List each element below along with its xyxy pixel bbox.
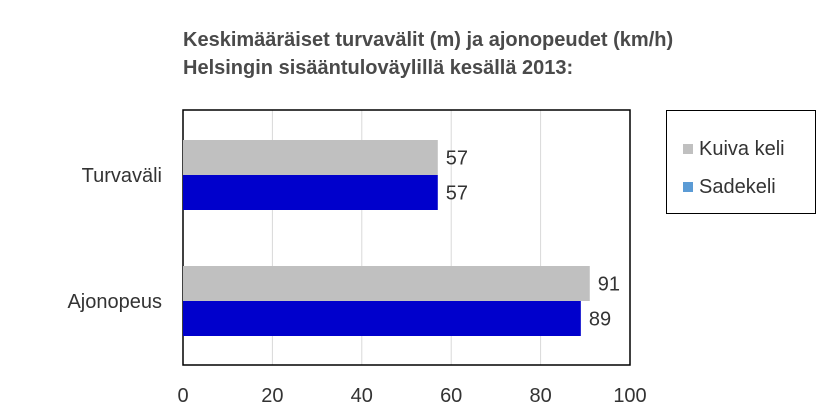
x-tick-label-100: 100	[613, 385, 646, 407]
plot-area-border	[182, 109, 631, 366]
legend-label-dry: Kuiva keli	[699, 137, 785, 160]
legend-swatch-rain	[683, 182, 693, 192]
data-label-1-0: 91	[598, 274, 620, 296]
x-tick-label-0: 0	[177, 385, 188, 407]
x-tick-label-60: 60	[440, 385, 462, 407]
chart-title: Keskimääräiset turvavälit (m) ja ajonope…	[183, 26, 673, 82]
category-label-1: Ajonopeus	[67, 291, 162, 313]
chart-title-line-1: Keskimääräiset turvavälit (m) ja ajonope…	[183, 29, 674, 51]
bar-1-1	[183, 301, 581, 336]
chart-title-line-2: Helsingin sisääntuloväylillä kesällä 201…	[183, 57, 574, 79]
legend-item-dry: Kuiva keli	[683, 137, 785, 161]
x-tick-label-80: 80	[529, 385, 551, 407]
data-label-1-1: 89	[589, 309, 611, 331]
legend: Kuiva keli Sadekeli	[666, 110, 816, 214]
legend-label-rain: Sadekeli	[699, 175, 776, 198]
bar-0-1	[183, 175, 438, 210]
x-tick-label-40: 40	[351, 385, 373, 407]
x-tick-label-20: 20	[261, 385, 283, 407]
data-label-0-0: 57	[446, 148, 468, 170]
legend-swatch-dry	[683, 144, 693, 154]
legend-item-rain: Sadekeli	[683, 175, 776, 199]
bar-0-0	[183, 140, 438, 175]
data-label-0-1: 57	[446, 183, 468, 205]
bar-1-0	[183, 266, 590, 301]
category-label-0: Turvaväli	[82, 165, 162, 187]
